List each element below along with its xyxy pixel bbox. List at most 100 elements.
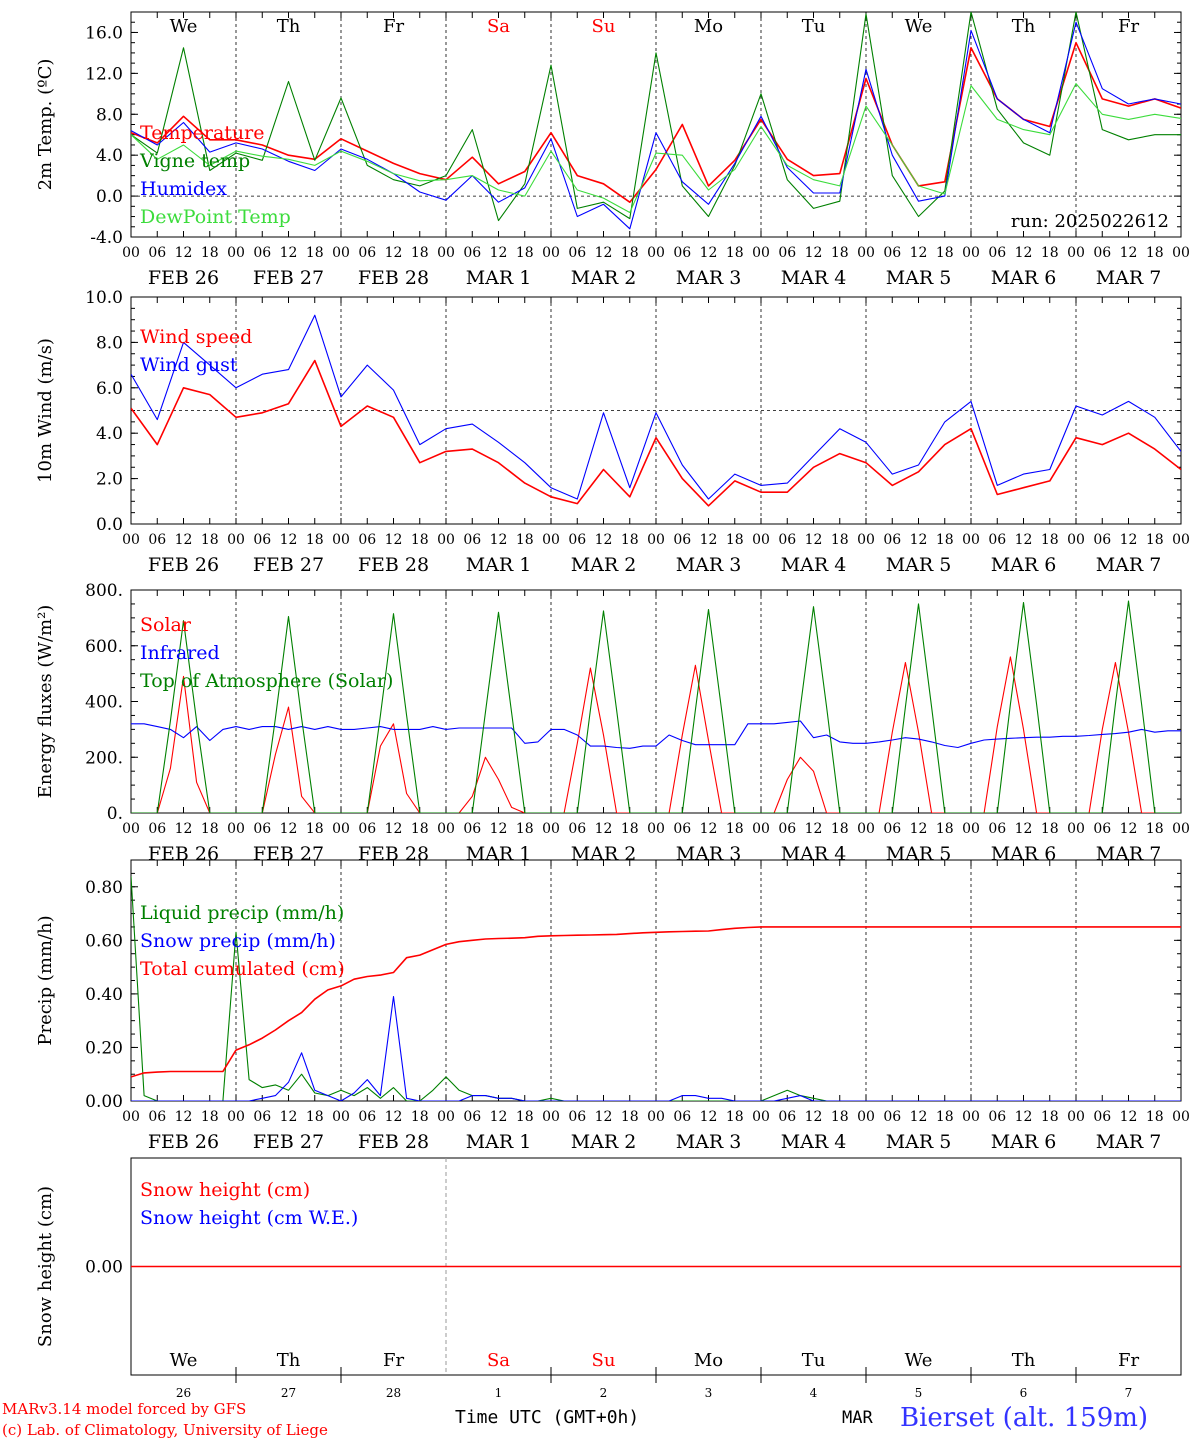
x-hour-label: 12 [385, 1109, 403, 1125]
model-credit: MARv3.14 model forced by GFS [2, 1400, 246, 1418]
x-hour-label: 00 [437, 532, 455, 548]
x-hour-label: 00 [122, 821, 140, 837]
y-axis-label: Snow height (cm) [35, 1186, 56, 1347]
x-hour-label: 00 [647, 245, 665, 261]
x-hour-label: 06 [778, 532, 796, 548]
x-hour-label: 00 [1172, 245, 1190, 261]
x-hour-label: 12 [700, 245, 718, 261]
day-name-label: Th [1012, 1350, 1036, 1371]
y-tick-label: 400. [85, 693, 123, 713]
x-hour-label: 06 [148, 821, 166, 837]
x-date-label: MAR 1 [466, 267, 532, 289]
x-hour-label: 18 [516, 1109, 534, 1125]
x-hour-label: 12 [385, 245, 403, 261]
x-date-label: FEB 26 [148, 267, 219, 289]
x-hour-label: 00 [227, 245, 245, 261]
x-hour-label: 12 [1015, 1109, 1033, 1125]
y-axis-label: 2m Temp. (ºC) [35, 59, 56, 191]
x-hour-label: 00 [1067, 245, 1085, 261]
day-name-label: Tu [802, 16, 826, 37]
x-hour-label: 12 [700, 821, 718, 837]
x-hour-label: 12 [595, 245, 613, 261]
panel-4: 0.00 0.20 0.40 0.60 0.80 Precip (mm/h) 00 06 12 1… [35, 859, 1190, 1153]
x-hour-label: 18 [621, 821, 639, 837]
y-tick-label: 4.0 [96, 424, 123, 444]
y-tick-label: 800. [85, 581, 123, 601]
y-axis-label: 10m Wind (m/s) [35, 338, 56, 483]
x-hour-label: 00 [122, 245, 140, 261]
x-hour-label: 12 [595, 532, 613, 548]
x-hour-label: 18 [726, 532, 744, 548]
x-hour-label: 00 [857, 532, 875, 548]
day-name-label: We [170, 1350, 198, 1371]
x-hour-label: 00 [752, 532, 770, 548]
x-hour-label: 00 [752, 821, 770, 837]
x-hour-label: 06 [463, 245, 481, 261]
legend-entry: Wind speed [140, 326, 252, 348]
x-date-label: FEB 27 [253, 1131, 324, 1153]
x-date-label: MAR 7 [1096, 1131, 1162, 1153]
x-date-label: FEB 28 [358, 267, 429, 289]
x-hour-label: 18 [201, 245, 219, 261]
x-hour-label: 06 [673, 532, 691, 548]
day-name-label: Sa [487, 16, 510, 37]
x-hour-label: 00 [122, 532, 140, 548]
x-hour-label: 06 [463, 821, 481, 837]
x-hour-label: 00 [227, 821, 245, 837]
x-hour-label: 12 [280, 532, 298, 548]
x-date-label: MAR 4 [781, 267, 847, 289]
day-name-label: Fr [1118, 1350, 1139, 1371]
x-date-label: MAR 7 [1096, 554, 1162, 576]
legend-entry: DewPoint Temp [140, 206, 291, 228]
x-hour-label: 00 [1067, 1109, 1085, 1125]
x-hour-label: 00 [962, 1109, 980, 1125]
x-hour-label: 00 [647, 532, 665, 548]
x-hour-label: 06 [358, 532, 376, 548]
x-hour-label: 18 [1146, 1109, 1164, 1125]
station-label: Bierset (alt. 159m) [900, 1403, 1148, 1433]
x-hour-label: 12 [490, 821, 508, 837]
x-hour-label: 18 [936, 245, 954, 261]
x-hour-label: 00 [647, 1109, 665, 1125]
x-hour-label: 12 [490, 532, 508, 548]
x-hour-label: 06 [358, 821, 376, 837]
x-date-label: MAR 1 [466, 554, 532, 576]
x-hour-label: 06 [883, 821, 901, 837]
x-hour-label: 12 [700, 1109, 718, 1125]
x-hour-label: 12 [280, 821, 298, 837]
x-hour-label: 12 [910, 821, 928, 837]
x-hour-label: 18 [726, 245, 744, 261]
x-hour-label: 18 [831, 532, 849, 548]
x-date-label: FEB 27 [253, 267, 324, 289]
x-hour-label: 12 [595, 821, 613, 837]
day-number-label: 1 [495, 1386, 503, 1400]
x-hour-label: 12 [1120, 532, 1138, 548]
x-date-label: FEB 27 [253, 554, 324, 576]
x-hour-label: 00 [857, 1109, 875, 1125]
day-name-label: Fr [383, 16, 404, 37]
x-hour-label: 06 [358, 1109, 376, 1125]
day-number-label: 27 [281, 1386, 296, 1400]
x-date-label: MAR 2 [571, 1131, 637, 1153]
day-name-label: Th [1012, 16, 1036, 37]
legend-entry: Solar [140, 614, 192, 636]
day-number-label: 7 [1125, 1386, 1133, 1400]
day-name-label: Su [592, 1350, 616, 1371]
x-hour-label: 12 [385, 532, 403, 548]
x-hour-label: 18 [831, 245, 849, 261]
series-line-vigne-temp [131, 12, 1181, 222]
y-tick-label: 12.0 [85, 64, 123, 84]
x-hour-label: 18 [201, 1109, 219, 1125]
y-tick-label: 0. [107, 804, 123, 824]
x-hour-label: 06 [673, 821, 691, 837]
plot-frame [130, 11, 1182, 238]
x-hour-label: 18 [1041, 532, 1059, 548]
x-hour-label: 18 [306, 821, 324, 837]
x-hour-label: 06 [778, 821, 796, 837]
day-name-label: Mo [694, 1350, 723, 1371]
x-hour-label: 12 [1015, 532, 1033, 548]
x-hour-label: 18 [516, 532, 534, 548]
x-hour-label: 00 [1172, 1109, 1190, 1125]
x-hour-label: 00 [227, 532, 245, 548]
